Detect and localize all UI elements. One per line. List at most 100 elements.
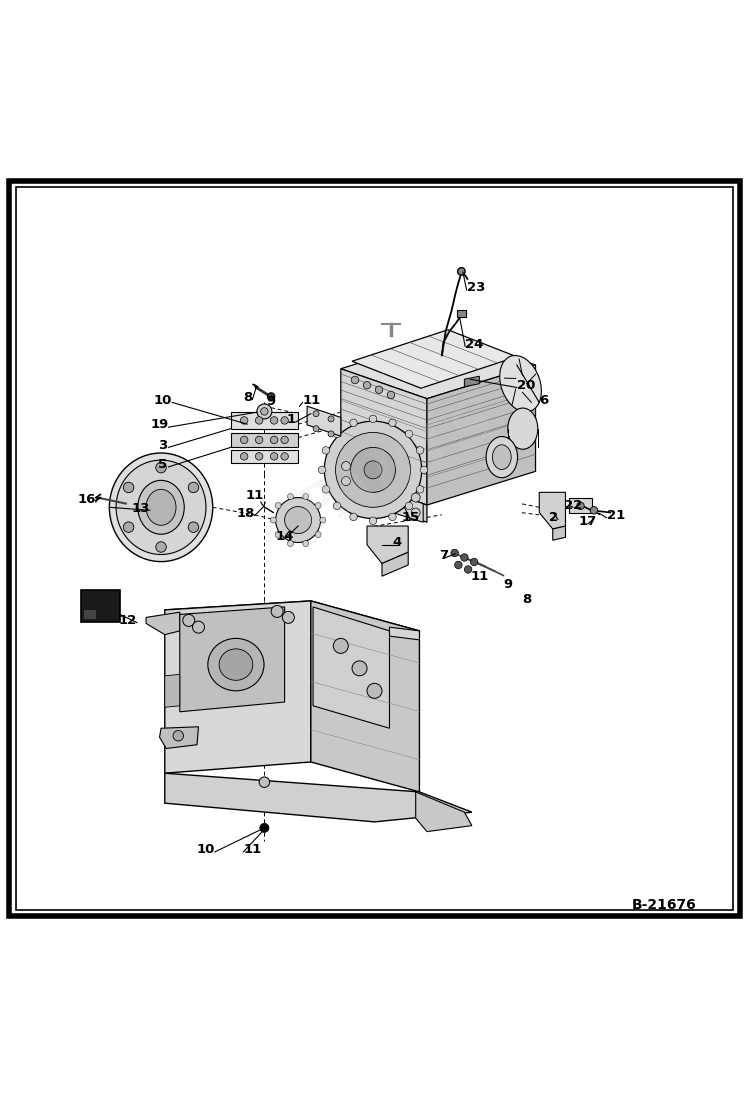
Polygon shape <box>416 792 472 832</box>
Ellipse shape <box>146 489 176 525</box>
Circle shape <box>275 532 281 538</box>
Text: 17: 17 <box>579 514 597 528</box>
Circle shape <box>318 466 326 474</box>
Circle shape <box>267 393 275 400</box>
Circle shape <box>364 461 382 479</box>
Circle shape <box>270 437 278 443</box>
Circle shape <box>288 494 294 499</box>
Circle shape <box>369 415 377 422</box>
Circle shape <box>271 606 283 618</box>
Circle shape <box>470 558 478 566</box>
Polygon shape <box>165 675 180 708</box>
Polygon shape <box>313 607 389 728</box>
Circle shape <box>240 417 248 425</box>
Text: 13: 13 <box>131 501 150 514</box>
Circle shape <box>336 432 410 507</box>
Circle shape <box>255 437 263 443</box>
Circle shape <box>333 430 341 438</box>
Circle shape <box>458 268 465 275</box>
Bar <box>457 309 466 317</box>
Ellipse shape <box>116 460 206 554</box>
Text: 9: 9 <box>267 395 276 408</box>
Text: 7: 7 <box>440 550 449 563</box>
Text: 4: 4 <box>392 536 401 548</box>
Circle shape <box>389 513 396 521</box>
Ellipse shape <box>508 408 538 450</box>
Circle shape <box>315 502 321 509</box>
Circle shape <box>333 502 341 510</box>
Polygon shape <box>569 498 592 512</box>
Ellipse shape <box>219 648 252 680</box>
Circle shape <box>464 566 472 574</box>
Circle shape <box>416 446 424 454</box>
Text: 1: 1 <box>287 414 296 426</box>
Text: 10: 10 <box>154 394 172 407</box>
Text: 22: 22 <box>564 498 582 511</box>
Circle shape <box>375 386 383 394</box>
Circle shape <box>342 476 351 486</box>
Text: 11: 11 <box>246 489 264 501</box>
Circle shape <box>240 437 248 443</box>
Text: 11: 11 <box>243 844 261 856</box>
Circle shape <box>255 453 263 460</box>
Circle shape <box>405 502 413 510</box>
Polygon shape <box>367 527 408 564</box>
Polygon shape <box>307 406 341 437</box>
Circle shape <box>270 453 278 460</box>
Text: 2: 2 <box>549 510 558 523</box>
Polygon shape <box>553 527 565 540</box>
Circle shape <box>461 554 468 562</box>
Polygon shape <box>165 601 419 640</box>
Polygon shape <box>330 474 423 522</box>
Circle shape <box>255 417 263 425</box>
Circle shape <box>328 416 334 422</box>
Ellipse shape <box>207 638 264 691</box>
Circle shape <box>350 419 357 427</box>
Circle shape <box>322 486 330 493</box>
Circle shape <box>455 562 462 568</box>
Circle shape <box>352 660 367 676</box>
Text: B-21676: B-21676 <box>632 898 697 912</box>
Circle shape <box>260 824 269 833</box>
Polygon shape <box>160 726 198 748</box>
Polygon shape <box>539 493 565 529</box>
Circle shape <box>416 486 424 493</box>
Polygon shape <box>389 627 419 640</box>
Circle shape <box>387 392 395 398</box>
Circle shape <box>351 376 359 384</box>
Text: 23: 23 <box>467 281 485 294</box>
Text: 20: 20 <box>517 378 536 392</box>
Text: 8: 8 <box>243 391 252 404</box>
Polygon shape <box>165 601 311 773</box>
Circle shape <box>328 431 334 437</box>
Circle shape <box>261 408 268 415</box>
Circle shape <box>333 638 348 654</box>
Ellipse shape <box>500 355 542 412</box>
Text: 8: 8 <box>522 593 531 606</box>
Circle shape <box>367 683 382 699</box>
Circle shape <box>590 507 598 514</box>
Circle shape <box>275 502 281 509</box>
Text: 5: 5 <box>158 459 167 471</box>
Polygon shape <box>341 335 536 398</box>
Circle shape <box>156 462 166 473</box>
Circle shape <box>276 498 321 543</box>
Ellipse shape <box>493 444 511 470</box>
Circle shape <box>411 493 420 502</box>
Circle shape <box>270 517 276 523</box>
Circle shape <box>351 448 395 493</box>
Circle shape <box>320 517 326 523</box>
Circle shape <box>313 426 319 431</box>
Circle shape <box>188 483 198 493</box>
Circle shape <box>451 550 458 557</box>
Circle shape <box>192 621 204 633</box>
Text: 19: 19 <box>151 418 169 431</box>
Text: 14: 14 <box>276 530 294 543</box>
Circle shape <box>350 513 357 521</box>
Text: 9: 9 <box>503 578 512 591</box>
Polygon shape <box>341 475 427 522</box>
Circle shape <box>315 532 321 538</box>
Bar <box>231 412 298 429</box>
Bar <box>231 433 298 446</box>
Circle shape <box>156 542 166 552</box>
